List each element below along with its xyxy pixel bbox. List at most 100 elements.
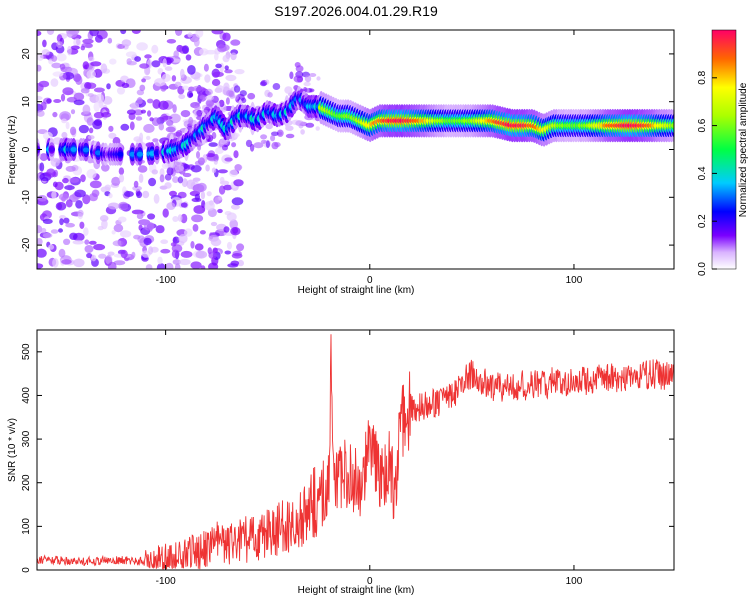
heatmap-cell (46, 30, 55, 35)
heatmap-cell (86, 70, 96, 79)
heatmap-cell (173, 50, 179, 58)
heatmap-cell (118, 167, 125, 175)
heatmap-cell (211, 30, 224, 35)
heatmap-cell (42, 39, 47, 48)
heatmap-cell (120, 249, 128, 259)
y-tick-label: 10 (21, 96, 32, 108)
heatmap-cell (112, 240, 124, 247)
heatmap-cell (51, 62, 62, 69)
heatmap-cell (93, 101, 100, 112)
heatmap-cell (119, 230, 132, 238)
heatmap-cell (120, 123, 130, 131)
heatmap-cell (62, 87, 74, 96)
heatmap-cell (222, 144, 228, 151)
heatmap-cell (178, 258, 191, 266)
heatmap-cell (133, 180, 139, 188)
heatmap-cell (222, 32, 231, 42)
heatmap-cell (182, 172, 192, 178)
heatmap-cell (178, 94, 186, 100)
heatmap-cell (204, 74, 211, 83)
y-tick-label: -20 (21, 237, 32, 252)
y-tick-label: 300 (21, 430, 32, 447)
heatmap-cell (148, 151, 156, 156)
heatmap-cell (108, 132, 117, 139)
heatmap-cell (82, 61, 90, 70)
heatmap-cell (37, 225, 43, 234)
heatmap-cell (89, 30, 99, 37)
heatmap-cell (72, 239, 84, 245)
heatmap-cell (259, 81, 267, 87)
heatmap-cell (228, 90, 235, 98)
heatmap-cell (87, 93, 94, 98)
heatmap-cell (74, 189, 86, 198)
heatmap-cell (65, 165, 76, 172)
heatmap-cell (37, 95, 43, 101)
heatmap-cell (88, 240, 97, 245)
heatmap-cell (175, 30, 183, 36)
heatmap-cell (42, 210, 52, 219)
heatmap-cell (217, 44, 227, 53)
heatmap-cell (183, 163, 189, 170)
heatmap-cell (162, 58, 167, 68)
heatmap-cell (88, 56, 95, 62)
heatmap-cell (70, 45, 80, 50)
x-tick-label: 100 (566, 275, 583, 286)
heatmap-cell (211, 78, 221, 87)
heatmap-cell (117, 151, 124, 157)
heatmap-cell (160, 248, 171, 254)
x-tick-label: 0 (367, 576, 373, 587)
heatmap-cell (233, 85, 241, 93)
heatmap-cell (164, 66, 173, 71)
heatmap-cell (231, 253, 243, 259)
heatmap-cell (69, 177, 80, 183)
heatmap-cell (316, 76, 321, 81)
snr-x-axis-label: Height of straight line (km) (298, 585, 415, 596)
heatmap-cell (113, 224, 124, 233)
heatmap-cell (161, 115, 173, 120)
heatmap-cell (195, 250, 208, 259)
heatmap-cell (164, 173, 172, 181)
heatmap-cell (247, 92, 256, 100)
heatmap-cell (101, 219, 108, 230)
heatmap-cell (237, 259, 244, 267)
heatmap-cell (139, 132, 144, 143)
heatmap-cell (160, 239, 169, 244)
heatmap-cell (206, 191, 212, 197)
heatmap-cell (181, 178, 188, 188)
heatmap-cell (187, 164, 195, 170)
heatmap-cell (123, 191, 134, 197)
heatmap-cell (80, 88, 90, 94)
heatmap-cell (151, 60, 161, 68)
x-tick-label: 100 (566, 576, 583, 587)
heatmap-cell (52, 71, 64, 77)
heatmap-cell (223, 184, 233, 191)
heatmap-cell (260, 139, 267, 144)
heatmap-cell (149, 117, 154, 122)
heatmap-cell (193, 205, 206, 214)
heatmap-cell (166, 202, 176, 211)
heatmap-cell (226, 212, 237, 222)
heatmap-cell (93, 111, 104, 119)
heatmap-cell (51, 55, 58, 62)
heatmap-cell (219, 176, 225, 183)
heatmap-cell (59, 63, 66, 70)
heatmap-cell (48, 244, 55, 250)
y-tick-label: 0 (21, 567, 32, 573)
heatmap-cell (143, 237, 152, 246)
heatmap-cell (191, 197, 202, 203)
heatmap-cell (98, 253, 107, 259)
heatmap-cell (295, 120, 305, 127)
heatmap-cell (182, 45, 190, 54)
heatmap-cell (154, 78, 166, 87)
heatmap-cell (61, 118, 67, 124)
heatmap-cell (218, 185, 226, 195)
colorbar-tick-label: 0.6 (697, 118, 708, 132)
heatmap-cell (215, 63, 222, 69)
heatmap-cell (174, 81, 182, 88)
heatmap-cell (303, 81, 311, 87)
heatmap-cell (285, 133, 295, 139)
heatmap-cell (180, 110, 191, 118)
heatmap-cell (37, 30, 42, 36)
